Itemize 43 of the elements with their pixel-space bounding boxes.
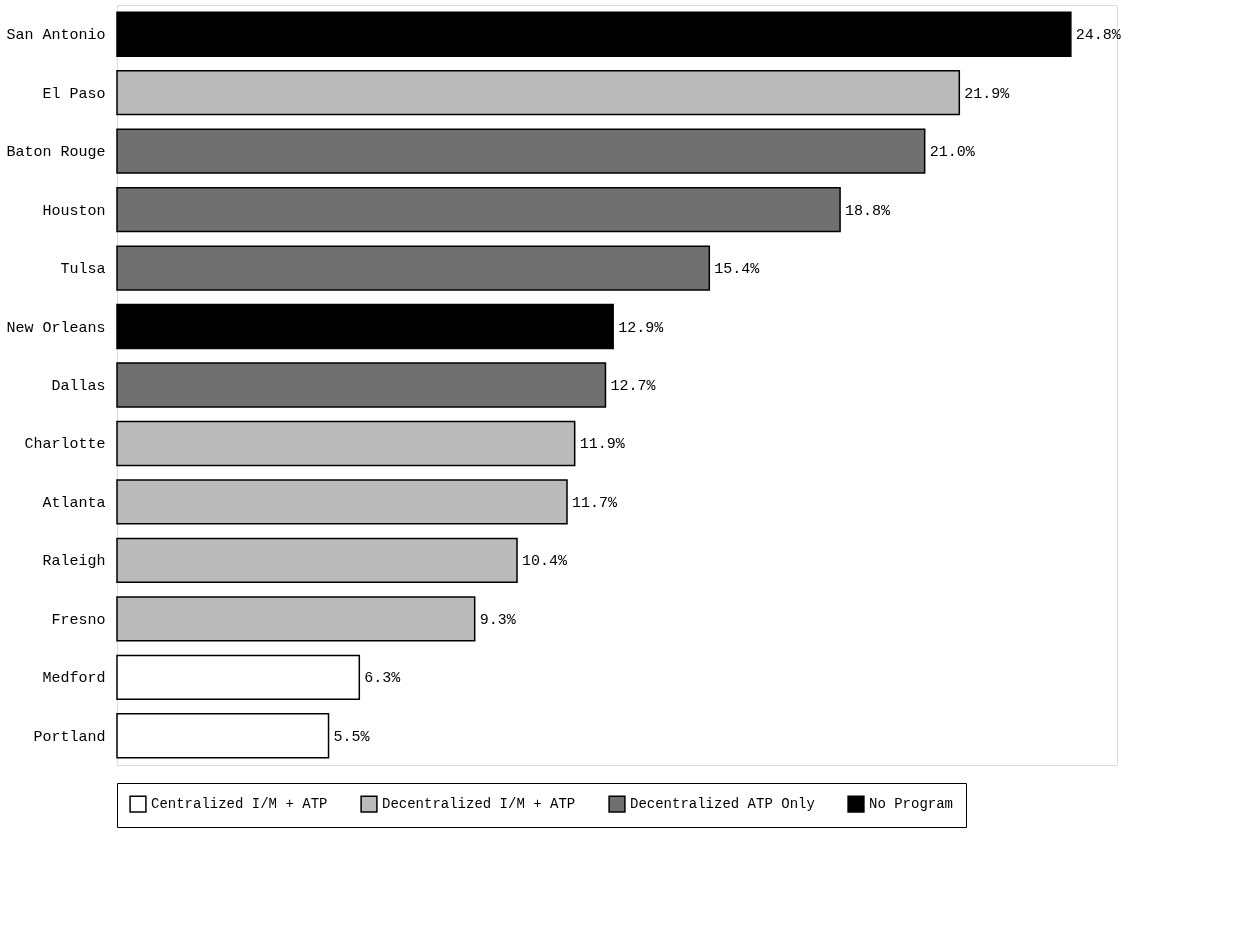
y-tick-label: Fresno: [51, 611, 106, 629]
bar: [116, 713, 330, 759]
bar: [116, 303, 614, 350]
bar: [116, 420, 576, 467]
data-label: 9.3%: [479, 611, 517, 629]
data-label: 24.8%: [1075, 27, 1122, 45]
y-tick-label: San Antonio: [6, 27, 106, 45]
y-tick-label: New Orleans: [6, 319, 106, 337]
data-label: 12.9%: [618, 319, 665, 337]
bar: [116, 128, 926, 174]
bar: [116, 245, 711, 291]
y-tick-label: Medford: [42, 670, 106, 688]
data-label: 11.9%: [579, 436, 626, 454]
legend-label: No Program: [869, 796, 954, 813]
y-tick-label: Tulsa: [60, 261, 106, 279]
data-label: 21.0%: [929, 144, 976, 162]
y-tick-label: Portland: [33, 728, 106, 746]
bar: [116, 654, 361, 700]
data-label: 12.7%: [610, 378, 657, 395]
legend-label: Decentralized I/M + ATP: [382, 796, 576, 813]
y-tick-label: El Paso: [42, 85, 106, 103]
legend-label: Centralized I/M + ATP: [151, 796, 328, 813]
bar: [116, 537, 518, 584]
bar: [116, 186, 841, 233]
bar: [116, 70, 961, 116]
y-tick-label: Dallas: [51, 378, 106, 395]
data-label: 6.3%: [364, 670, 402, 688]
y-tick-label: Baton Rouge: [6, 144, 106, 162]
y-tick-label: Raleigh: [42, 553, 106, 571]
data-label: 5.5%: [333, 728, 371, 746]
data-label: 11.7%: [572, 494, 619, 512]
legend-label: Decentralized ATP Only: [630, 796, 815, 813]
y-tick-label: Atlanta: [42, 494, 106, 512]
bar: [116, 596, 476, 642]
bar: [116, 362, 607, 408]
bar: [116, 11, 1072, 57]
data-label: 10.4%: [522, 553, 569, 571]
data-label: 15.4%: [714, 261, 761, 279]
y-tick-label: Charlotte: [24, 436, 106, 454]
bar: [116, 479, 568, 525]
data-label: 18.8%: [845, 202, 892, 220]
data-label: 21.9%: [964, 85, 1011, 103]
y-tick-label: Houston: [42, 202, 106, 220]
